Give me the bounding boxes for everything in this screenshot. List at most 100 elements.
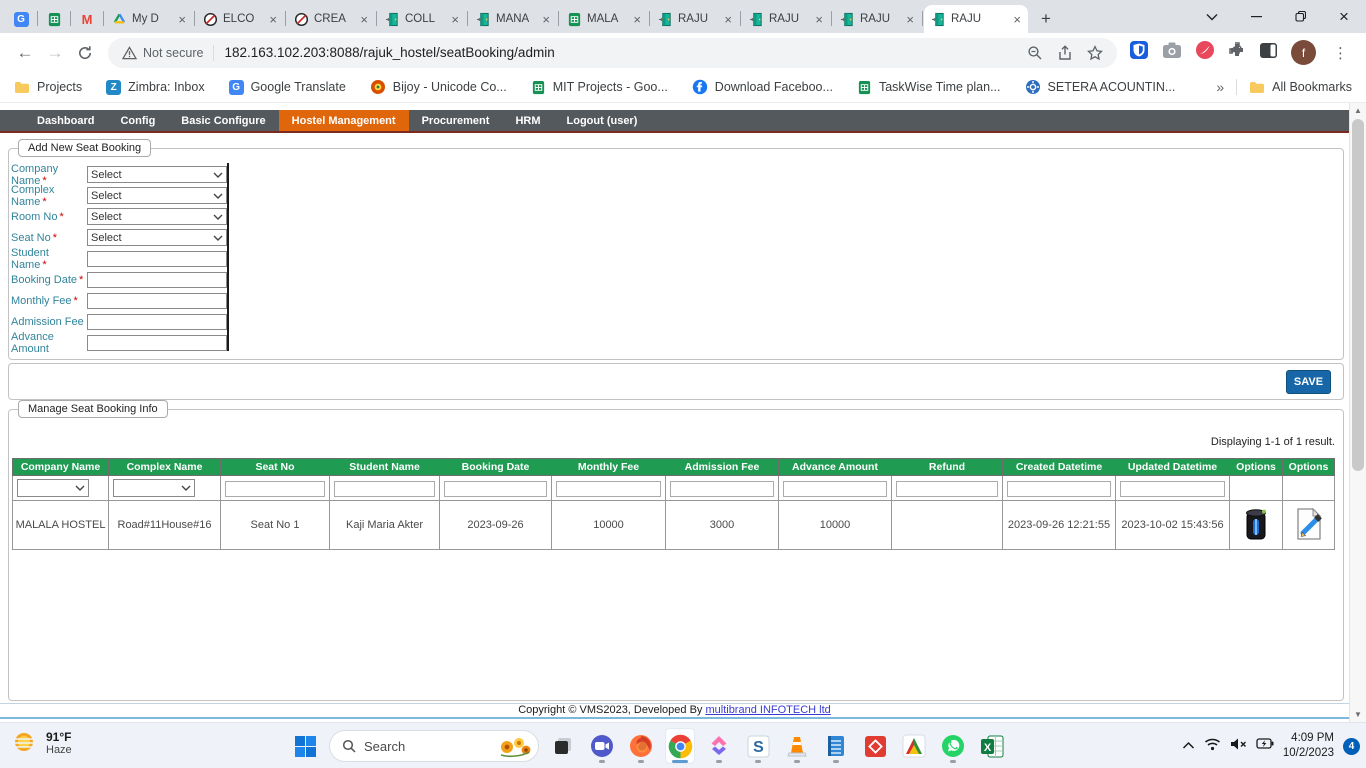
filter-advance-amount-input[interactable]: [783, 481, 887, 497]
lightshot-extension-icon[interactable]: [1195, 40, 1215, 65]
delete-button[interactable]: [1243, 506, 1269, 545]
browser-tab[interactable]: RAJU ×: [742, 5, 830, 33]
paint-app-button[interactable]: [899, 728, 929, 764]
tab-close-icon[interactable]: ×: [360, 11, 368, 27]
filter-booking-date-input[interactable]: [444, 481, 547, 497]
all-bookmarks-button[interactable]: All Bookmarks: [1249, 80, 1352, 94]
screenshot-extension-icon[interactable]: [1162, 41, 1182, 64]
new-tab-button[interactable]: +: [1041, 9, 1051, 28]
extensions-puzzle-icon[interactable]: [1228, 41, 1246, 64]
filter-complex-select[interactable]: [113, 479, 195, 497]
profile-avatar[interactable]: f: [1291, 40, 1316, 65]
tab-close-icon[interactable]: ×: [906, 11, 914, 27]
nav-item-hostel-management[interactable]: Hostel Management: [278, 110, 409, 131]
start-button[interactable]: [290, 728, 320, 764]
task-view-button[interactable]: [548, 728, 578, 764]
bookmark-item[interactable]: Projects: [14, 80, 82, 94]
weather-widget[interactable]: 91°F Haze: [10, 729, 72, 757]
close-window-button[interactable]: ×: [1339, 6, 1349, 26]
back-button[interactable]: ←: [16, 42, 34, 62]
taskbar-clock[interactable]: 4:09 PM 10/2/2023: [1283, 731, 1334, 761]
developer-link[interactable]: multibrand INFOTECH ltd: [705, 704, 831, 716]
taskbar-search[interactable]: Search: [329, 730, 539, 762]
tab-close-icon[interactable]: ×: [269, 11, 277, 27]
notes-app-button[interactable]: [821, 728, 851, 764]
browser-tab[interactable]: MANA ×: [469, 5, 557, 33]
seat-no-select[interactable]: Select: [87, 229, 227, 246]
browser-tab[interactable]: COLL ×: [378, 5, 466, 33]
tab-close-icon[interactable]: ×: [451, 11, 459, 27]
volume-muted-icon[interactable]: [1230, 737, 1247, 756]
filter-refund-input[interactable]: [896, 481, 998, 497]
tab-search-chevron-icon[interactable]: [1190, 0, 1234, 33]
tab-close-icon[interactable]: ×: [1013, 11, 1021, 27]
tab-close-icon[interactable]: ×: [815, 11, 823, 27]
tab-close-icon[interactable]: ×: [633, 11, 641, 27]
red-diamond-app-button[interactable]: [860, 728, 890, 764]
browser-tab[interactable]: CREA ×: [287, 5, 375, 33]
chat-app-button[interactable]: [587, 728, 617, 764]
save-button[interactable]: SAVE: [1286, 370, 1331, 394]
bookmark-item[interactable]: TaskWise Time plan...: [857, 80, 1001, 95]
whatsapp-button[interactable]: [938, 728, 968, 764]
filter-student-name-input[interactable]: [334, 481, 435, 497]
scrollbar-thumb[interactable]: [1352, 119, 1364, 471]
browser-tab[interactable]: My D ×: [105, 5, 193, 33]
minimize-button[interactable]: [1234, 0, 1278, 33]
battery-icon[interactable]: [1256, 737, 1274, 755]
page-scrollbar[interactable]: ▲ ▼: [1349, 103, 1366, 722]
browser-tab-active[interactable]: RAJU ×: [924, 5, 1028, 33]
filter-monthly-fee-input[interactable]: [556, 481, 661, 497]
bookmark-item[interactable]: G Google Translate: [228, 79, 346, 95]
pinned-tab-sheets[interactable]: [39, 5, 69, 33]
filter-updated-datetime-input[interactable]: [1120, 481, 1225, 497]
browser-tab[interactable]: ELCO ×: [196, 5, 284, 33]
advance-amount-input[interactable]: [87, 334, 227, 351]
bookmarks-overflow-chevron[interactable]: »: [1216, 79, 1225, 95]
room-no-select[interactable]: Select: [87, 208, 227, 225]
filter-seat-no-input[interactable]: [225, 481, 325, 497]
vlc-button[interactable]: [782, 728, 812, 764]
zoom-icon[interactable]: [1027, 45, 1043, 61]
pinned-tab-translate[interactable]: G: [6, 5, 36, 33]
bookmark-item[interactable]: SETERA ACOUNTIN...: [1025, 79, 1175, 95]
filter-created-datetime-input[interactable]: [1007, 481, 1111, 497]
tab-close-icon[interactable]: ×: [724, 11, 732, 27]
filter-admission-fee-input[interactable]: [670, 481, 774, 497]
share-icon[interactable]: [1057, 44, 1073, 61]
bookmark-item[interactable]: Z Zimbra: Inbox: [106, 79, 205, 95]
browser-tab[interactable]: MALA ×: [560, 5, 648, 33]
forward-button[interactable]: →: [46, 42, 64, 62]
excel-button[interactable]: X: [977, 728, 1007, 764]
address-bar[interactable]: Not secure 182.163.102.203:8088/rajuk_ho…: [108, 37, 1117, 68]
pinned-tab-gmail[interactable]: M: [72, 5, 102, 33]
filter-company-select[interactable]: [17, 479, 89, 497]
tab-close-icon[interactable]: ×: [178, 11, 186, 27]
browser-tab[interactable]: RAJU ×: [833, 5, 921, 33]
sublime-button[interactable]: S: [743, 728, 773, 764]
nav-item-hrm[interactable]: HRM: [515, 114, 541, 127]
notification-count-badge[interactable]: 4: [1343, 737, 1360, 755]
nav-item-procurement[interactable]: Procurement: [421, 114, 490, 127]
admission-fee-input[interactable]: [87, 313, 227, 330]
booking-date-input[interactable]: [87, 271, 227, 288]
bookmark-item[interactable]: MIT Projects - Goo...: [531, 80, 668, 95]
student-name-input[interactable]: [87, 250, 227, 267]
nav-item-logout[interactable]: Logout (user): [566, 114, 638, 127]
tab-close-icon[interactable]: ×: [542, 11, 550, 27]
tray-chevron-up-icon[interactable]: [1182, 737, 1195, 755]
nav-item-config[interactable]: Config: [120, 114, 156, 127]
nav-item-basic-configure[interactable]: Basic Configure: [181, 114, 266, 127]
edit-button[interactable]: [1294, 506, 1324, 545]
side-panel-icon[interactable]: [1259, 42, 1278, 64]
scroll-up-icon[interactable]: ▲: [1354, 106, 1362, 115]
clickup-button[interactable]: [704, 728, 734, 764]
security-label[interactable]: Not secure: [143, 45, 204, 60]
browser-tab[interactable]: RAJU ×: [651, 5, 739, 33]
url-text[interactable]: 182.163.102.203:8088/rajuk_hostel/seatBo…: [224, 45, 555, 60]
maximize-button[interactable]: [1278, 0, 1322, 33]
wifi-icon[interactable]: [1204, 737, 1221, 756]
browser-menu-icon[interactable]: ⋮: [1333, 44, 1348, 62]
refresh-button[interactable]: [70, 38, 100, 68]
firefox-button[interactable]: [626, 728, 656, 764]
